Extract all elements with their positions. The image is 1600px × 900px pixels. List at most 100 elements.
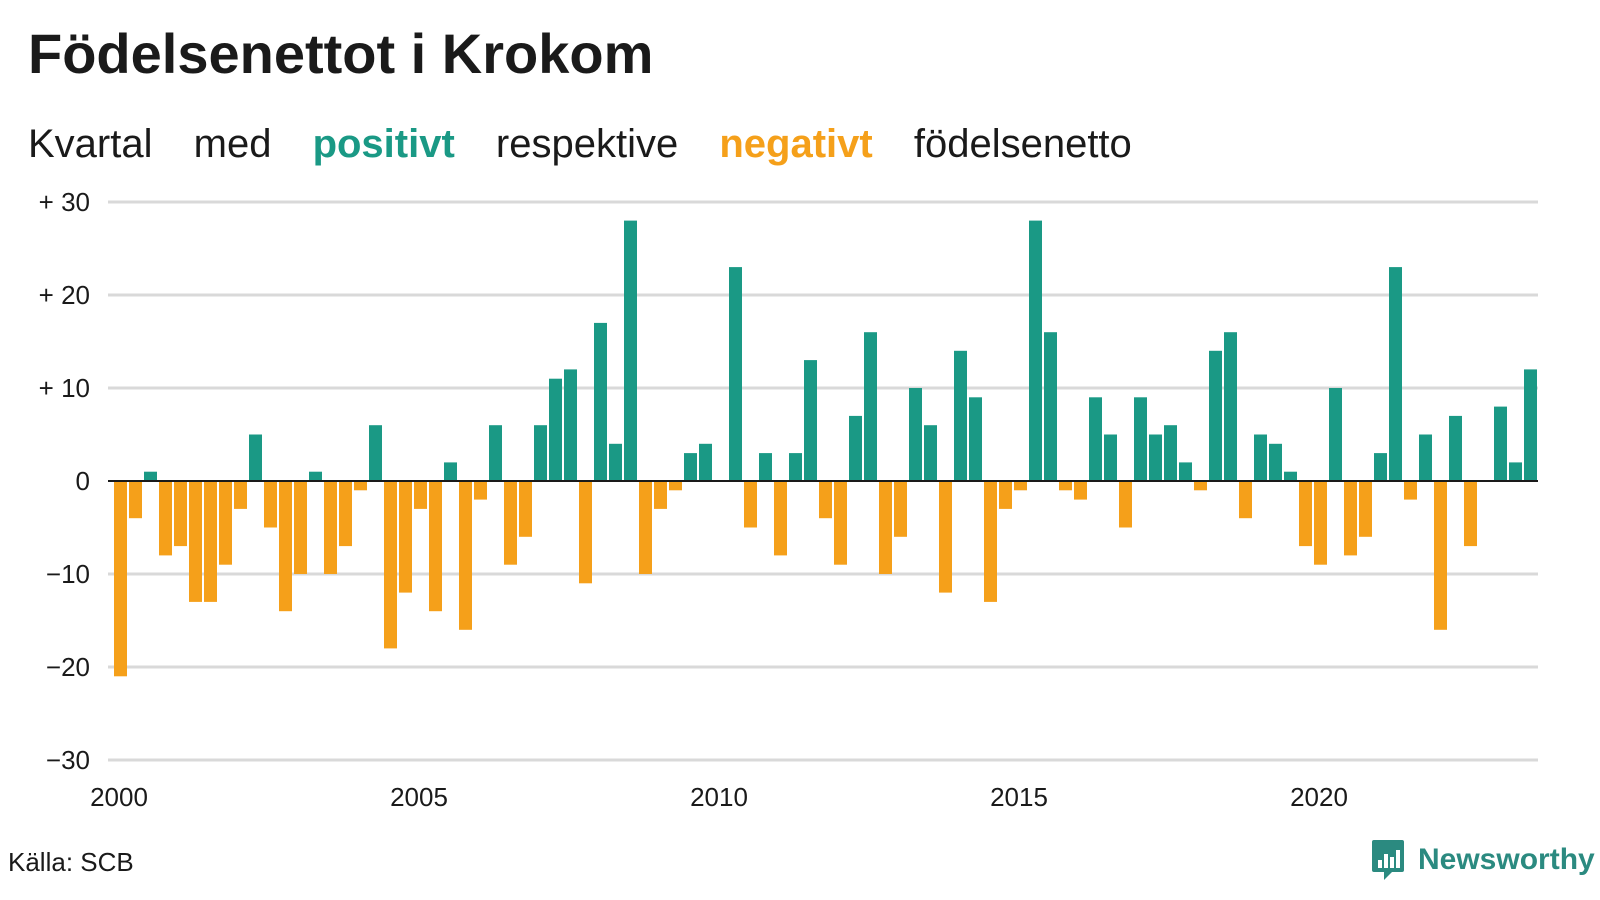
bar-positive [1449, 415, 1462, 481]
chart-subtitle: Kvartal med positivt respektive negativt… [28, 116, 1162, 172]
bar-negative [1344, 481, 1357, 556]
bar-negative [459, 481, 472, 630]
y-tick-label: −20 [46, 652, 90, 682]
bar-positive [624, 220, 637, 481]
bar-positive [144, 471, 157, 481]
bar-positive [1134, 397, 1147, 481]
bar-positive [1029, 220, 1042, 481]
bar-positive [309, 471, 322, 481]
bar-positive [849, 415, 862, 481]
bar-positive [594, 322, 607, 481]
subtitle-word-quarter: Kvartal [28, 122, 153, 166]
bar-negative [654, 481, 667, 509]
bar-negative [504, 481, 517, 565]
bar-negative [1119, 481, 1132, 528]
bar-negative [204, 481, 217, 602]
bar-negative [744, 481, 757, 528]
bar-positive [1419, 434, 1432, 481]
bar-positive [534, 425, 547, 481]
bar-negative [984, 481, 997, 602]
bar-positive [1149, 434, 1162, 481]
bar-negative [1314, 481, 1327, 565]
bar-negative [1464, 481, 1477, 547]
bar-negative [1404, 481, 1417, 500]
bar-negative [1074, 481, 1087, 500]
bar-positive [444, 462, 457, 481]
y-tick-label: 0 [76, 466, 90, 496]
bar-negative [999, 481, 1012, 509]
bar-positive [864, 332, 877, 481]
newsworthy-logo: Newsworthy [1370, 838, 1595, 882]
bar-positive [1284, 471, 1297, 481]
bar-negative [879, 481, 892, 574]
bar-positive [489, 425, 502, 481]
bar-negative [354, 481, 367, 491]
bar-negative [399, 481, 412, 593]
bar-negative [114, 481, 127, 677]
bar-positive [1389, 267, 1402, 481]
y-tick-label: + 20 [39, 280, 90, 310]
bar-negative [519, 481, 532, 537]
bar-negative [1239, 481, 1252, 519]
bar-positive [1089, 397, 1102, 481]
bar-positive [1164, 425, 1177, 481]
bar-negative [639, 481, 652, 574]
bar-negative [294, 481, 307, 574]
bar-positive [1224, 332, 1237, 481]
bar-positive [1104, 434, 1117, 481]
bar-chart-speech-icon [1372, 840, 1404, 880]
bar-positive [1269, 443, 1282, 481]
bar-positive [924, 425, 937, 481]
bar-positive [1374, 453, 1387, 481]
bar-positive [969, 397, 982, 481]
bar-negative [774, 481, 787, 556]
chart-title: Födelsenettot i Krokom [28, 22, 654, 85]
brand-name: Newsworthy [1418, 843, 1595, 876]
bar-positive [699, 443, 712, 481]
bar-negative [834, 481, 847, 565]
subtitle-positive-label: positivt [312, 122, 455, 166]
y-tick-label: −10 [46, 559, 90, 589]
bar-positive [729, 267, 742, 481]
bar-negative [414, 481, 427, 509]
subtitle-word-with: med [193, 122, 272, 166]
bar-negative [894, 481, 907, 537]
bar-positive [1254, 434, 1267, 481]
bar-negative [1359, 481, 1372, 537]
bar-positive [609, 443, 622, 481]
bar-positive [1524, 369, 1537, 481]
bar-positive [369, 425, 382, 481]
y-tick-label: −30 [46, 745, 90, 775]
x-tick-label: 2010 [690, 782, 748, 812]
subtitle-negative-label: negativt [719, 122, 873, 166]
bar-negative [1299, 481, 1312, 547]
bar-positive [759, 453, 772, 481]
bar-negative [159, 481, 172, 556]
bar-positive [549, 378, 562, 481]
bar-negative [669, 481, 682, 491]
bar-positive [1509, 462, 1522, 481]
bar-negative [429, 481, 442, 612]
y-tick-label: + 30 [39, 187, 90, 217]
bar-negative [819, 481, 832, 519]
bar-negative [279, 481, 292, 612]
bar-negative [384, 481, 397, 649]
bar-positive [1209, 350, 1222, 481]
bar-negative [219, 481, 232, 565]
bar-negative [579, 481, 592, 584]
x-tick-label: 2015 [990, 782, 1048, 812]
bar-negative [474, 481, 487, 500]
bar-positive [954, 350, 967, 481]
bar-positive [1494, 406, 1507, 481]
bar-negative [1014, 481, 1027, 491]
bar-positive [804, 360, 817, 481]
bar-negative [939, 481, 952, 593]
bar-positive [684, 453, 697, 481]
x-tick-label: 2020 [1290, 782, 1348, 812]
bar-negative [264, 481, 277, 528]
bar-negative [1059, 481, 1072, 491]
bar-negative [189, 481, 202, 602]
x-tick-label: 2000 [90, 782, 148, 812]
subtitle-word-birth-balance: födelsenetto [913, 122, 1132, 166]
